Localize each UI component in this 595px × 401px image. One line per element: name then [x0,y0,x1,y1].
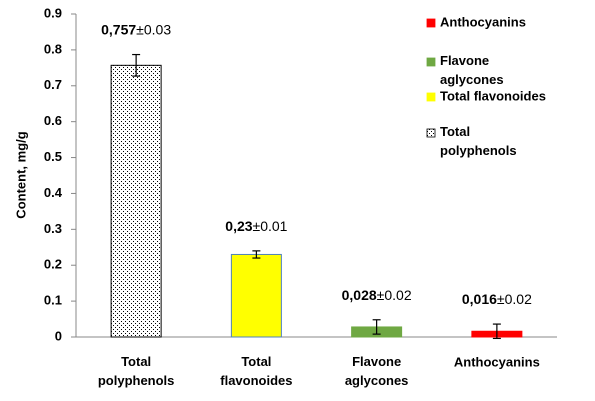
y-tick-label: 0.4 [44,185,63,200]
legend-label-line: Flavone [440,53,489,68]
y-tick-label: 0.1 [44,293,62,308]
value-error: ±0.01 [253,218,288,234]
value-error: ±0.02 [377,286,412,302]
x-tick-label-line: flavonoides [220,373,292,388]
y-tick-label: 0.6 [44,113,62,128]
x-tick-label: Total polyphenols [98,354,175,388]
legend-label-line: Total [440,124,470,139]
y-tick-label: 0.9 [44,5,62,20]
legend-label: Anthocyanins [440,14,526,29]
value-number: 0,028 [342,286,377,302]
value-number: 0,23 [225,218,252,234]
value-label: 0,028±0.02 [342,286,412,302]
y-axis-title: Content, mg/g [13,131,28,218]
legend-label: Total flavonoides [440,88,546,103]
legend-swatch [426,18,436,28]
legend-label: Flavone aglycones [440,53,504,87]
x-tick-label: Total flavonoides [220,354,292,388]
value-label: 0,757±0.03 [101,21,171,37]
legend-label-line: polyphenols [440,143,517,158]
bar [110,64,162,338]
x-tick-label: Flavone aglycones [345,354,409,388]
legend-swatch [426,92,436,102]
legend-label-line: aglycones [440,72,504,87]
y-tick-label: 0.5 [44,149,62,164]
x-tick-label-line: polyphenols [98,373,175,388]
value-label: 0,016±0.02 [462,291,532,307]
y-tick-label: 0.3 [44,221,62,236]
y-tick-label: 0.8 [44,41,62,56]
legend-swatch [426,57,436,67]
x-tick-label-line: Total [121,354,151,369]
value-error: ±0.02 [497,291,532,307]
legend-swatch [426,128,436,138]
value-number: 0,757 [101,21,136,37]
y-tick-label: 0.7 [44,77,62,92]
value-error: ±0.03 [136,21,171,37]
x-tick-label-line: Total [241,354,271,369]
x-tick-label: Anthocyanins [454,354,540,369]
x-tick-label-line: Flavone [352,354,401,369]
x-tick-label-line: aglycones [345,373,409,388]
y-tick-label: 0 [55,328,62,343]
legend-label: Total polyphenols [440,124,517,158]
y-tick-label: 0.2 [44,257,62,272]
value-label: 0,23±0.01 [225,218,287,234]
bar [230,253,282,338]
value-number: 0,016 [462,291,497,307]
